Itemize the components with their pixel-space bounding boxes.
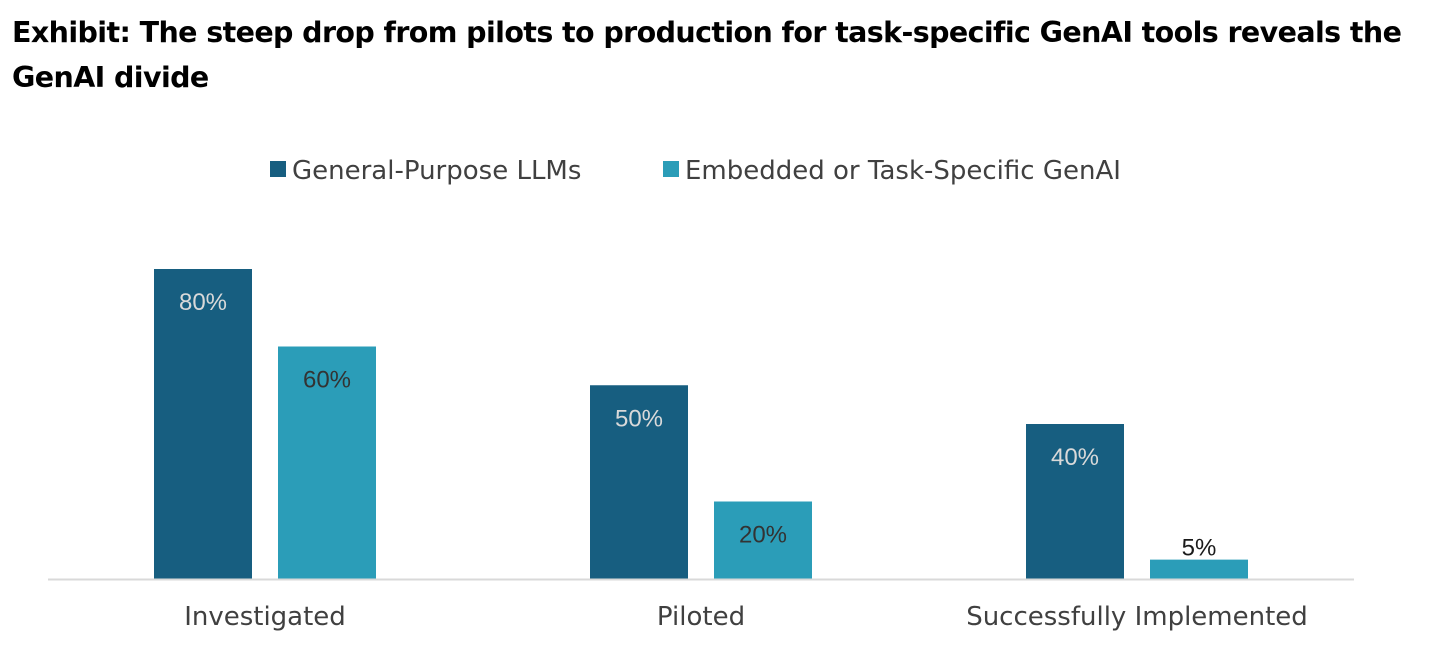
data-label: 50%	[615, 405, 663, 432]
category-label: Piloted	[657, 602, 745, 632]
legend-swatch[interactable]	[270, 161, 286, 177]
bar[interactable]	[278, 346, 376, 580]
data-label: 80%	[179, 289, 227, 316]
bar[interactable]	[714, 501, 812, 580]
category-label: Successfully Implemented	[966, 602, 1308, 632]
chart-title: Exhibit: The steep drop from pilots to p…	[12, 16, 1402, 94]
data-label: 60%	[303, 367, 351, 394]
category-label: Investigated	[184, 602, 346, 632]
bar[interactable]	[154, 269, 252, 579]
legend-label[interactable]: General-Purpose LLMs	[292, 156, 581, 186]
legend-swatch[interactable]	[663, 161, 679, 177]
bar[interactable]	[1026, 424, 1124, 579]
legend: General-Purpose LLMs Embedded or Task-Spe…	[270, 156, 1121, 186]
legend-label[interactable]: Embedded or Task-Specific GenAI	[685, 156, 1121, 186]
bar[interactable]	[590, 385, 688, 579]
bar[interactable]	[1150, 559, 1248, 579]
data-label: 40%	[1051, 444, 1099, 471]
bars-group: 80% 60% 50% 20% 40% 5%	[154, 269, 1248, 579]
category-axis: Investigated Piloted Successfully Implemen…	[184, 602, 1308, 632]
data-label: 5%	[1182, 535, 1217, 562]
data-label: 20%	[739, 522, 787, 549]
